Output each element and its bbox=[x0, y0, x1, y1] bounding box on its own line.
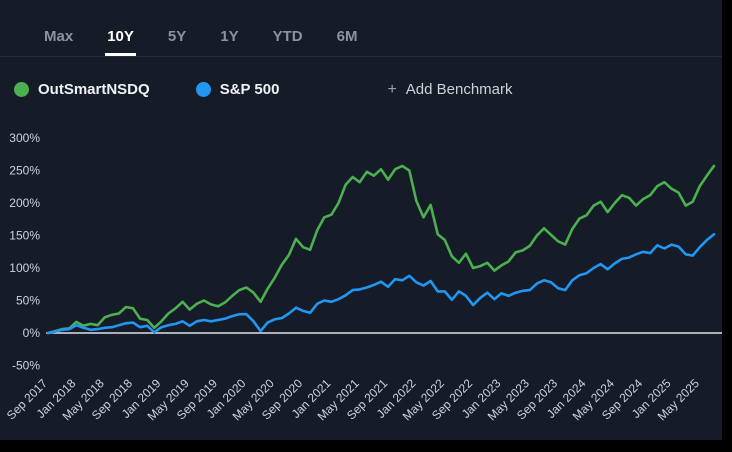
y-axis-tick-label: 250% bbox=[9, 164, 40, 178]
time-range-tabs: Max 10Y 5Y 1Y YTD 6M bbox=[0, 0, 722, 57]
tab-max[interactable]: Max bbox=[42, 25, 75, 56]
performance-chart[interactable]: 300%250%200%150%100%50%0%-50%Sep 2017Jan… bbox=[0, 118, 722, 440]
tab-5y[interactable]: 5Y bbox=[166, 25, 188, 56]
series-dot-green-icon bbox=[14, 82, 29, 97]
add-benchmark-label: Add Benchmark bbox=[405, 81, 513, 98]
legend-item-sp500: S&P 500 bbox=[195, 81, 280, 98]
add-benchmark-button[interactable]: + Add Benchmark bbox=[387, 81, 512, 98]
chart-legend: OutSmartNSDQ S&P 500 + Add Benchmark bbox=[0, 57, 722, 98]
y-axis-tick-label: 200% bbox=[9, 196, 40, 210]
y-axis-tick-label: 0% bbox=[23, 326, 41, 340]
y-axis-tick-label: 100% bbox=[9, 261, 40, 275]
y-axis-tick-label: -50% bbox=[12, 359, 40, 373]
y-axis-tick-label: 150% bbox=[9, 229, 40, 243]
series-line-sp500 bbox=[46, 232, 716, 335]
tab-10y[interactable]: 10Y bbox=[105, 25, 136, 56]
y-axis-tick-label: 300% bbox=[9, 131, 40, 145]
legend-item-outsmartnsdq: OutSmartNSDQ bbox=[14, 81, 150, 98]
tab-6m[interactable]: 6M bbox=[335, 25, 360, 56]
series-dot-blue-icon bbox=[195, 82, 211, 97]
series-label-sp500: S&P 500 bbox=[219, 81, 280, 98]
tab-1y[interactable]: 1Y bbox=[218, 25, 240, 56]
y-axis-tick-label: 50% bbox=[16, 294, 40, 308]
plus-icon: + bbox=[387, 80, 397, 98]
performance-panel: Max 10Y 5Y 1Y YTD 6M OutSmartNSDQ S&P 50… bbox=[0, 0, 722, 440]
tab-ytd[interactable]: YTD bbox=[271, 25, 305, 56]
series-line-outsmartnsdq bbox=[46, 164, 716, 335]
series-label-outsmartnsdq: OutSmartNSDQ bbox=[38, 81, 150, 98]
